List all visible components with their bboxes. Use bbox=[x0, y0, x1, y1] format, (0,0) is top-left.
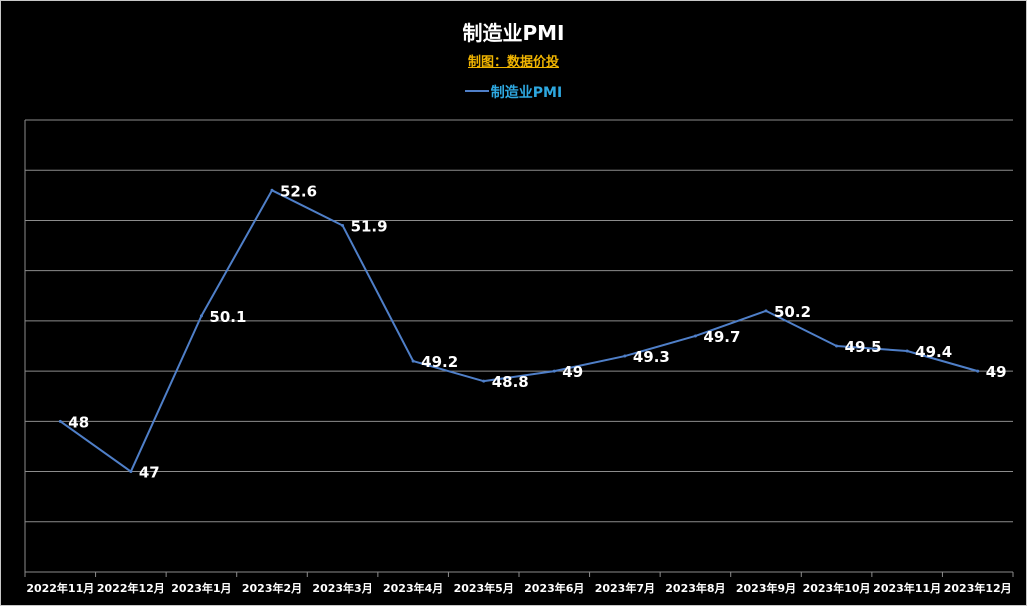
data-label: 49.7 bbox=[703, 328, 740, 346]
x-tick-label: 2023年6月 bbox=[524, 581, 584, 595]
data-point bbox=[58, 419, 62, 423]
x-tick-label: 2023年1月 bbox=[171, 581, 231, 595]
x-tick-label: 2023年7月 bbox=[595, 581, 655, 595]
x-tick-label: 2023年11月 bbox=[873, 581, 941, 595]
data-point bbox=[270, 188, 274, 192]
series-line bbox=[59, 189, 978, 473]
data-point bbox=[482, 379, 486, 383]
data-label: 49.2 bbox=[421, 353, 458, 371]
x-tick-label: 2023年10月 bbox=[803, 581, 871, 595]
data-label: 51.9 bbox=[351, 217, 388, 235]
data-label: 50.2 bbox=[774, 303, 811, 321]
legend-label: 制造业PMI bbox=[490, 85, 563, 101]
x-tick-label: 2023年12月 bbox=[944, 581, 1012, 595]
data-point bbox=[693, 334, 697, 338]
data-label: 49.3 bbox=[633, 348, 670, 366]
x-tick-label: 2023年2月 bbox=[242, 581, 302, 595]
data-point bbox=[129, 470, 133, 474]
data-label: 52.6 bbox=[280, 182, 317, 200]
x-tick-label: 2023年8月 bbox=[665, 581, 725, 595]
data-point bbox=[835, 344, 839, 348]
data-point bbox=[552, 369, 556, 373]
data-point bbox=[341, 223, 345, 227]
data-point bbox=[764, 309, 768, 313]
data-point bbox=[976, 369, 980, 373]
data-label: 47 bbox=[139, 464, 160, 482]
chart-legend: 制造业PMI bbox=[0, 82, 1027, 102]
data-label: 49 bbox=[562, 363, 583, 381]
chart-title: 制造业PMI bbox=[462, 21, 565, 45]
data-point bbox=[199, 314, 203, 318]
data-label: 48 bbox=[68, 413, 89, 431]
legend-swatch bbox=[464, 90, 489, 92]
chart-subtitle: 制图：数据价投 bbox=[467, 55, 559, 70]
data-point bbox=[623, 354, 627, 358]
data-label: 48.8 bbox=[492, 373, 529, 391]
x-tick-label: 2023年5月 bbox=[454, 581, 514, 595]
x-tick-label: 2023年3月 bbox=[312, 581, 372, 595]
data-point bbox=[411, 359, 415, 363]
x-tick-label: 2023年9月 bbox=[736, 581, 796, 595]
data-label: 49 bbox=[986, 363, 1007, 381]
data-label: 50.1 bbox=[209, 308, 246, 326]
x-tick-label: 2022年11月 bbox=[26, 581, 94, 595]
x-tick-label: 2022年12月 bbox=[97, 581, 165, 595]
data-label: 49.5 bbox=[845, 338, 882, 356]
data-point bbox=[905, 349, 909, 353]
x-tick-label: 2023年4月 bbox=[383, 581, 443, 595]
data-label: 49.4 bbox=[915, 343, 952, 361]
